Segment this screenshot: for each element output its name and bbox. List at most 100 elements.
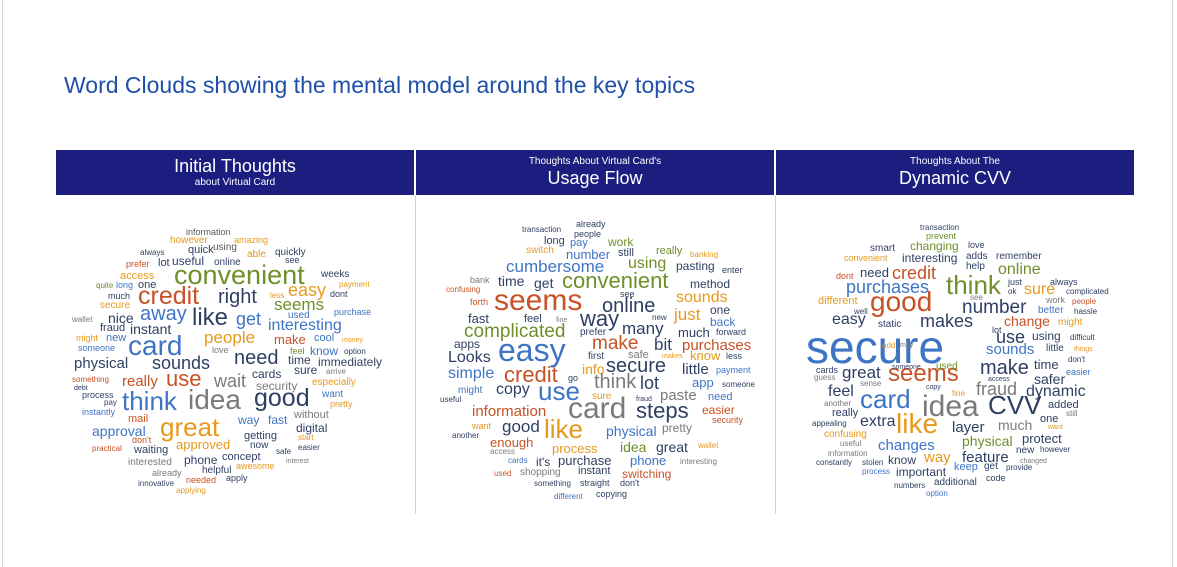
cloud-word: new xyxy=(1016,445,1035,456)
cloud-word: app xyxy=(692,375,714,390)
cloud-word: shopping xyxy=(520,467,561,478)
cloud-word: quickly xyxy=(275,247,306,258)
cloud-word: know xyxy=(310,344,339,358)
cloud-word: great xyxy=(656,439,688,455)
cloud-word: add xyxy=(882,341,896,350)
cloud-word: fine xyxy=(952,389,965,398)
cloud-word: time xyxy=(288,353,311,367)
cloud-word: great xyxy=(842,363,881,382)
cloud-word: much xyxy=(998,417,1033,433)
cloud-word: layer xyxy=(952,419,985,436)
cloud-word: access xyxy=(988,376,1010,383)
cloud-word: want xyxy=(1048,424,1063,431)
cloud-word: constantly xyxy=(816,458,853,467)
cloud-word: like xyxy=(896,408,939,439)
cloud-word: card xyxy=(128,330,183,361)
cloud-word: fast xyxy=(468,311,489,326)
cloud-word: help xyxy=(966,261,985,272)
panel-header-line1: Thoughts About The xyxy=(910,156,1000,167)
panel-header-line2: Dynamic CVV xyxy=(898,168,1012,188)
cloud-word: need xyxy=(708,391,733,403)
cloud-word: easy xyxy=(288,280,327,300)
cloud-word: convenient xyxy=(174,260,305,290)
cloud-word: convenient xyxy=(562,268,669,293)
cloud-word: card xyxy=(568,392,627,425)
cloud-word: extra xyxy=(860,413,896,430)
cloud-word: confusing xyxy=(824,429,867,440)
cloud-word: already xyxy=(576,219,606,229)
cloud-word: quite xyxy=(96,281,114,290)
cloud-word: enter xyxy=(722,265,743,275)
cloud-word: seems xyxy=(494,284,583,317)
cloud-word: see xyxy=(620,289,635,299)
cloud-word: love xyxy=(968,240,985,250)
cloud-word: make xyxy=(980,357,1029,379)
cloud-word: seems xyxy=(888,360,959,387)
cloud-word: new xyxy=(652,313,667,322)
cloud-word: cards xyxy=(816,365,839,375)
cloud-word: pretty xyxy=(662,421,693,435)
cloud-word: just xyxy=(1008,277,1023,287)
cloud-word: enough xyxy=(490,435,534,450)
cloud-word: wait xyxy=(214,371,247,391)
cloud-word: always xyxy=(1050,277,1078,287)
cloud-word: safe xyxy=(628,349,649,361)
cloud-word: guess xyxy=(814,373,836,382)
cloud-word: information xyxy=(472,403,547,420)
cloud-word: idea xyxy=(188,384,241,415)
cloud-word: adds xyxy=(966,251,988,262)
word-cloud-usage-flow: transaction already people long pay work… xyxy=(416,196,774,516)
cloud-word: something xyxy=(534,479,571,488)
cloud-word: changed xyxy=(1020,458,1047,465)
cloud-word: always xyxy=(140,248,165,257)
cloud-word: secure xyxy=(100,300,131,311)
cloud-word: copy xyxy=(926,384,941,391)
panel-header-line2: about Virtual Card xyxy=(194,177,276,188)
cloud-word: option xyxy=(344,347,366,356)
cloud-word: waiting xyxy=(134,444,169,456)
cloud-word: one xyxy=(1040,413,1059,425)
cloud-word: sounds xyxy=(676,289,728,306)
cloud-word: useful xyxy=(840,439,862,448)
cloud-word: immediately xyxy=(318,355,383,369)
cloud-word: card xyxy=(860,384,911,414)
cloud-word: sounds xyxy=(152,353,211,373)
cloud-word: don't xyxy=(620,478,640,488)
cloud-word: provide xyxy=(1006,463,1033,472)
cloud-word: idea xyxy=(922,390,979,423)
cloud-word: needed xyxy=(186,475,217,485)
cloud-word: good xyxy=(502,417,540,436)
cloud-word: still xyxy=(1066,409,1078,418)
cloud-word: another xyxy=(452,431,480,440)
cloud-word: keep xyxy=(954,461,978,473)
cloud-word: people xyxy=(1072,297,1097,306)
panel-header-initial-thoughts: Initial Thoughts about Virtual Card xyxy=(56,150,414,195)
cloud-word: additional xyxy=(934,477,977,488)
cloud-word: know xyxy=(690,348,721,363)
cloud-word: convenient xyxy=(844,253,888,263)
cloud-word: physical xyxy=(606,423,657,439)
panel-divider xyxy=(415,196,416,514)
cloud-word: awesome xyxy=(236,461,275,471)
cloud-word: payment xyxy=(716,365,751,375)
cloud-word: access xyxy=(490,447,515,456)
word-cloud-initial-thoughts: information however amazing always quick… xyxy=(56,196,414,516)
cloud-word: interesting xyxy=(902,251,958,265)
cloud-word: less xyxy=(726,351,743,361)
cloud-word: love xyxy=(212,345,229,355)
cloud-word: go xyxy=(568,373,579,383)
cloud-word: without xyxy=(294,409,329,421)
cloud-word: prefer xyxy=(126,259,150,269)
cloud-word: weeks xyxy=(321,269,350,280)
cloud-word: info xyxy=(582,361,605,377)
cloud-word: ok xyxy=(1008,287,1017,296)
cloud-word: make xyxy=(274,332,306,347)
cloud-word: way xyxy=(924,449,951,466)
cloud-word: long xyxy=(116,280,134,290)
cloud-word: digital xyxy=(296,421,328,435)
cloud-word: credit xyxy=(892,263,937,283)
cloud-word: way xyxy=(238,413,260,427)
cloud-word: secure xyxy=(606,355,667,377)
cloud-word: switching xyxy=(622,467,672,481)
